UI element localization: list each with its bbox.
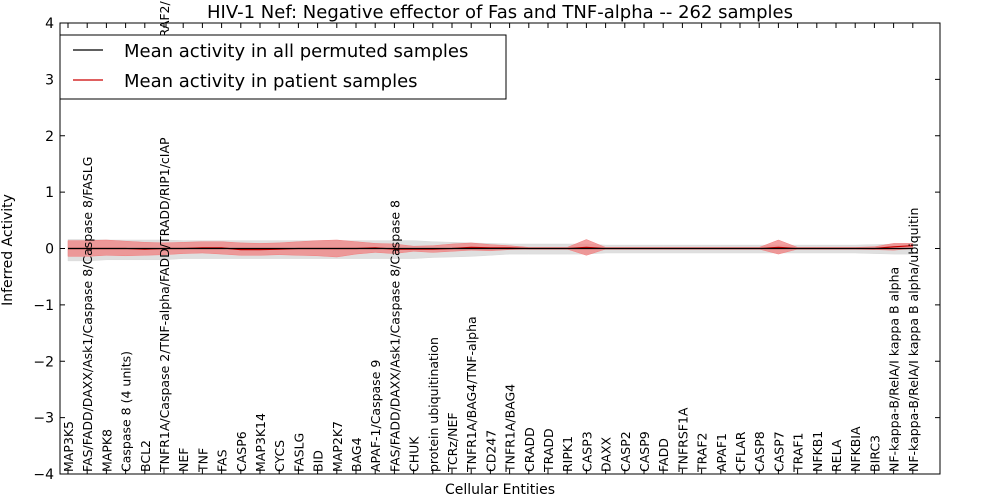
chart-title: HIV-1 Nef: Negative effector of Fas and … — [207, 2, 793, 23]
x-tick-label: FADD — [656, 438, 671, 472]
x-tick-label: APAF-1/Caspase 9 — [368, 360, 383, 472]
x-tick-label: CASP3 — [579, 431, 594, 472]
y-tick-label: −3 — [33, 411, 54, 427]
x-tick-label: protein ubiquitination — [426, 337, 441, 472]
x-tick-label: DAXX — [599, 436, 614, 472]
legend-box — [59, 34, 507, 100]
x-tick-label: MAP3K5 — [61, 421, 76, 472]
y-tick-label: 2 — [45, 129, 54, 145]
x-tick-label: CASP9 — [637, 431, 652, 472]
x-tick-label: NEF — [176, 448, 191, 472]
plot-frame — [59, 22, 941, 475]
x-tick-label: CASP7 — [771, 431, 786, 472]
x-tick-label: CFLAR — [733, 431, 748, 472]
series-lines — [68, 245, 913, 251]
y-tick-label: −4 — [33, 467, 54, 483]
x-tick-label: BID — [311, 450, 326, 472]
x-tick-label: TNF — [195, 448, 210, 473]
legend-label-permuted: Mean activity in all permuted samples — [124, 41, 468, 62]
x-tick-label: TNFR1A/Caspase 2/TNF-alpha/FADD/TRADD/RI… — [157, 137, 172, 473]
x-tick-label: CRADD — [522, 427, 537, 472]
x-tick-label: NF-kappa-B/RelA/I kappa B alpha/ubiquiti… — [906, 208, 921, 472]
x-tick-label: CASP8 — [752, 431, 767, 472]
x-tick-label: NF-kappa-B/RelA/I kappa B alpha — [887, 267, 902, 472]
x-axis-ticks: MAP3K5 FAS/FADD/DAXX/Ask1/Caspase 8/Caspa… — [61, 0, 921, 474]
x-tick-label: MAP3K14 — [253, 413, 268, 472]
x-tick-label: NFKB1 — [810, 431, 825, 472]
y-tick-label: −1 — [33, 298, 54, 314]
legend-label-patient: Mean activity in patient samples — [124, 71, 418, 92]
x-tick-label: TRADD — [541, 428, 556, 473]
y-axis-label: Inferred Activity — [0, 194, 16, 306]
x-tick-label: BAG4 — [349, 437, 364, 472]
x-tick-label: FAS/FADD/DAXX/Ask1/Caspase 8/Caspase 8/F… — [80, 157, 95, 472]
x-tick-label: MAPK8 — [99, 429, 114, 472]
x-tick-label: CYCS — [272, 440, 287, 472]
y-tick-label: 0 — [45, 242, 54, 258]
legend: Mean activity in all permuted samples Me… — [59, 34, 507, 100]
x-tick-label: TRAF1 — [791, 432, 806, 473]
x-tick-label: BIRC3 — [867, 435, 882, 472]
x-tick-label: CASP6 — [234, 431, 249, 472]
x-tick-label: TNFR1A/BAG4/TNF-alpha — [464, 316, 479, 473]
x-tick-label: CASP2 — [618, 431, 633, 472]
x-tick-label: NFKBIA — [848, 426, 863, 472]
x-tick-label: RIPK1 — [560, 436, 575, 472]
x-tick-label: Caspase 8 (4 units) — [119, 351, 134, 472]
x-tick-label: TNFRSF1A — [675, 407, 690, 473]
x-axis-label: Cellular Entities — [445, 482, 555, 498]
x-tick-label: TCRz/NEF — [445, 412, 460, 473]
y-tick-label: 4 — [45, 16, 54, 32]
y-tick-label: 3 — [45, 72, 54, 88]
x-tick-label: RELA — [829, 439, 844, 472]
x-tick-label: FAS/FADD/DAXX/Ask1/Caspase 8/Caspase 8 — [387, 200, 402, 472]
x-tick-label: CD247 — [483, 430, 498, 472]
x-tick-label: MAP2K7 — [330, 421, 345, 472]
x-tick-label: CHUK — [407, 436, 422, 472]
x-tick-label: APAF1 — [714, 433, 729, 472]
x-tick-label: TNFR1A/BAG4 — [503, 384, 518, 473]
y-tick-label: −2 — [33, 354, 54, 370]
x-tick-label: TRAF2 — [695, 432, 710, 473]
confidence-bands — [67, 239, 914, 262]
x-tick-label: BCL2 — [138, 440, 153, 472]
x-tick-label: FAS — [215, 449, 230, 472]
x-tick-label: FASLG — [291, 433, 306, 472]
y-tick-label: 1 — [45, 185, 54, 201]
